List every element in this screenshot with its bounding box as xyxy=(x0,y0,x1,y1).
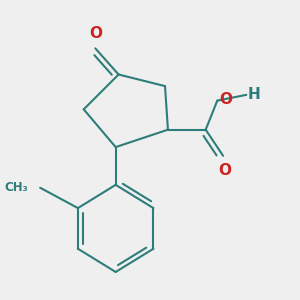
Text: CH₃: CH₃ xyxy=(5,181,28,194)
Text: O: O xyxy=(218,163,231,178)
Text: O: O xyxy=(219,92,232,107)
Text: H: H xyxy=(248,87,260,102)
Text: O: O xyxy=(89,26,102,41)
